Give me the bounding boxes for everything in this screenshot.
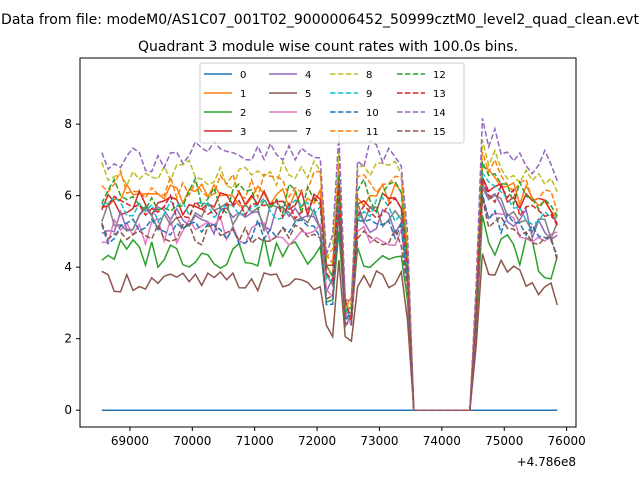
legend-label-9: 9 (366, 89, 372, 100)
legend-label-11: 11 (366, 127, 379, 138)
plot-lines (101, 118, 559, 411)
legend-label-7: 7 (305, 127, 311, 138)
legend-label-3: 3 (240, 127, 246, 138)
x-tick-label: 70000 (173, 434, 211, 448)
legend-label-15: 15 (433, 127, 446, 138)
series-line-12 (101, 161, 558, 411)
series-line-2 (101, 215, 559, 411)
series-line-13 (101, 178, 558, 411)
legend-label-8: 8 (366, 70, 372, 81)
legend-label-6: 6 (305, 108, 311, 119)
legend-label-4: 4 (305, 70, 311, 81)
x-tick-label: 74000 (423, 434, 461, 448)
series-line-1 (101, 165, 558, 411)
chart-title: Quadrant 3 module wise count rates with … (138, 39, 518, 55)
x-tick-label: 73000 (360, 434, 398, 448)
legend-label-1: 1 (240, 89, 246, 100)
legend-label-13: 13 (433, 89, 446, 100)
x-axis: 69000 70000 71000 72000 73000 74000 75000 76000 (111, 427, 586, 448)
x-tick-label: 71000 (236, 434, 274, 448)
x-offset-label: +4.786e8 (517, 455, 576, 469)
figure-suptitle: Data from file: modeM0/AS1C07_001T02_900… (1, 12, 639, 28)
x-tick-label: 72000 (298, 434, 336, 448)
x-tick-label: 75000 (485, 434, 523, 448)
y-tick-label: 0 (64, 403, 72, 417)
y-tick-label: 6 (64, 189, 72, 203)
y-tick-label: 2 (64, 332, 72, 346)
series-line-14 (101, 118, 559, 411)
y-tick-label: 8 (64, 117, 72, 131)
y-axis: 0 2 4 6 8 (64, 117, 80, 417)
legend-label-14: 14 (433, 108, 446, 119)
legend-label-2: 2 (240, 108, 246, 119)
legend-label-10: 10 (366, 108, 379, 119)
series-line-8 (101, 140, 558, 411)
series-line-11 (101, 151, 559, 411)
series-line-5 (101, 253, 559, 411)
legend-box (199, 62, 465, 144)
series-line-15 (101, 198, 559, 411)
plot-frame (79, 57, 577, 428)
x-tick-label: 76000 (548, 434, 586, 448)
legend-label-0: 0 (240, 70, 246, 81)
series-line-9 (101, 170, 558, 411)
legend-label-5: 5 (305, 89, 311, 100)
legend-label-12: 12 (433, 70, 446, 81)
x-tick-label: 69000 (111, 434, 149, 448)
series-line-6 (101, 196, 558, 411)
y-tick-label: 4 (64, 260, 72, 274)
series-line-10 (101, 193, 558, 411)
